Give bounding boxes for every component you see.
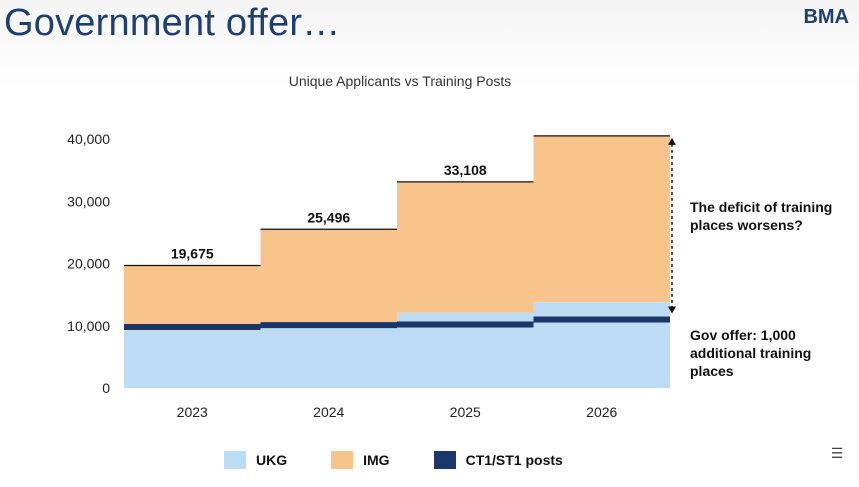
annotation-gov-offer: Gov offer: 1,000 additional training pla… [690,327,812,379]
img-bar-2023 [124,265,261,331]
x-tick-label-2025: 2025 [450,404,481,420]
legend-item-ct: CT1/ST1 posts [433,451,563,469]
y-tick-label: 40,000 [67,131,110,147]
total-label-2025: 33,108 [444,162,487,178]
slide-title: Government offer… [4,2,341,44]
legend-label-ukg: UKG [256,452,288,468]
chart-title: Unique Applicants vs Training Posts [288,73,512,89]
ct-post-line-2025 [397,321,534,328]
legend-swatch-ct [433,451,456,469]
img-bar-2026 [533,135,670,303]
x-tick-label-2024: 2024 [313,404,344,420]
legend-item-ukg: UKG [224,451,287,469]
y-tick-label: 20,000 [67,256,110,272]
x-tick-label-2026: 2026 [586,404,617,420]
img-bar-2025 [397,181,534,313]
y-tick-label: 0 [102,380,110,396]
annotation-deficit: The deficit of training places worsens? [690,199,833,233]
deficit-arrow-head-up [668,137,676,145]
ct-post-line-2024 [260,322,397,329]
legend-label-img: IMG [363,452,390,468]
ukg-bar-2026 [533,302,670,388]
deficit-arrow-head-down [668,306,676,314]
legend-swatch-img [331,451,354,469]
legend-item-img: IMG [331,451,390,469]
legend-swatch-ukg [224,451,246,469]
ukg-bar-2024 [260,327,397,388]
ct-post-line-2026 [533,316,670,323]
total-label-2023: 19,675 [171,246,214,262]
ct-post-line-2023 [124,323,261,330]
img-bar-2024 [260,229,397,328]
x-tick-label-2023: 2023 [177,404,208,420]
y-tick-label: 10,000 [67,318,110,334]
legend-label-ct: CT1/ST1 posts [465,452,563,468]
brand-logo: BMA [803,6,849,28]
total-label-2024: 25,496 [307,209,350,225]
ukg-bar-2023 [124,330,261,388]
y-tick-label: 30,000 [67,193,110,209]
legend: UKG IMG CT1/ST1 posts [224,451,563,469]
caption-icon[interactable]: ☰ [830,446,844,462]
